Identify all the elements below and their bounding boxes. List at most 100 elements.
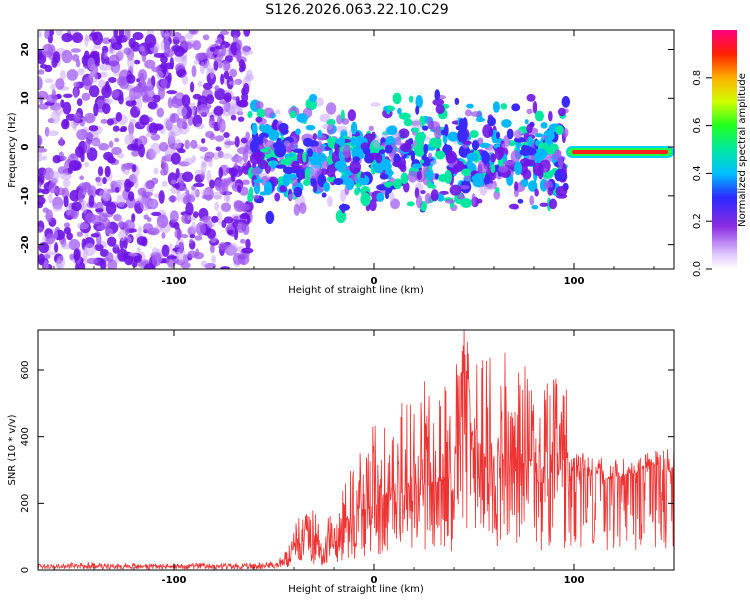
spectrogram-cell xyxy=(73,112,82,122)
spectrogram-cell xyxy=(495,131,501,140)
spectrogram-cell xyxy=(412,127,420,133)
spectrogram-cell xyxy=(368,125,374,131)
spectrogram-cell xyxy=(168,195,177,203)
spectrogram-cell xyxy=(161,244,170,257)
spectrogram-cell xyxy=(153,123,164,131)
spectrogram-cell xyxy=(220,122,226,130)
spectrogram-cell xyxy=(406,201,415,207)
spectrogram-cell xyxy=(71,201,82,212)
spectrogram-cell xyxy=(50,83,56,91)
spectrogram-cell xyxy=(555,185,568,197)
spectrogram-cell xyxy=(134,59,141,65)
spectrogram-cell xyxy=(197,104,210,116)
spectrogram-cell xyxy=(456,194,466,200)
spectrogram-cell xyxy=(482,124,493,139)
spectrogram-cell xyxy=(288,193,296,200)
x-tick-label: 100 xyxy=(564,575,585,586)
spectrogram-cell xyxy=(163,162,169,176)
spectrogram-cell xyxy=(209,133,216,141)
spectrogram-cell xyxy=(88,85,100,98)
spectrogram-cell xyxy=(427,116,432,130)
spectrogram-x-ticks: -100 0 100 xyxy=(53,30,655,287)
spectrogram-cell xyxy=(220,178,231,187)
spectrogram-cell xyxy=(190,191,201,196)
spectrogram-cell xyxy=(239,161,248,167)
spectrogram-cell xyxy=(252,194,260,200)
spectrogram-cell xyxy=(472,140,479,151)
spectrogram-cell xyxy=(220,73,225,85)
spectrogram-cell xyxy=(349,160,362,175)
spectrogram-cell xyxy=(445,150,458,164)
spectrogram-cell xyxy=(511,103,521,112)
spectrogram-cell xyxy=(45,251,57,256)
spectrogram-cell xyxy=(477,137,484,145)
spectrogram-cell xyxy=(116,152,125,159)
spectrogram-cell xyxy=(127,222,136,228)
spectrogram-cell xyxy=(502,160,515,166)
spectrogram-cell xyxy=(209,243,215,254)
spectrogram-cell xyxy=(108,140,114,148)
spectrogram-cell xyxy=(247,191,254,203)
spectrogram-cell xyxy=(427,152,433,160)
spectrogram-cell xyxy=(73,87,79,99)
spectrogram-cell xyxy=(75,59,81,68)
spectrogram-cell xyxy=(326,164,336,178)
y-tick-label: 400 xyxy=(20,427,31,446)
spectrogram-cell xyxy=(415,105,420,115)
spectrogram-cell xyxy=(304,167,311,182)
spectrogram-cell xyxy=(506,128,514,140)
spectrogram-cell xyxy=(321,123,334,130)
spectrogram-cell xyxy=(249,139,259,153)
y-tick-label: 0 xyxy=(20,567,31,573)
spectrogram-cell xyxy=(412,163,423,169)
spectrogram-cell xyxy=(79,175,84,181)
spectrogram-cell xyxy=(378,149,386,155)
spectrogram-cell xyxy=(134,197,141,204)
spectrogram-cell xyxy=(534,188,539,197)
spectrogram-cell xyxy=(88,125,99,132)
spectrogram-cell xyxy=(151,177,159,185)
spectrogram-cell xyxy=(65,204,72,216)
spectrogram-cell xyxy=(176,189,181,203)
spectrogram-cell xyxy=(160,78,168,88)
spectrogram-cell xyxy=(384,190,390,200)
spectrogram-cell xyxy=(38,155,44,162)
spectrogram-cell xyxy=(105,228,113,236)
spectrogram-cell xyxy=(539,202,549,207)
spectrogram-cell xyxy=(44,30,50,39)
spectrogram-cell xyxy=(136,247,141,253)
spectrogram-cell xyxy=(430,160,438,165)
spectrogram-cell xyxy=(449,184,462,196)
spectrogram-cell xyxy=(279,185,288,193)
spectrogram-cell xyxy=(117,221,125,228)
spectrogram-cell xyxy=(99,248,109,257)
spectrogram-cell xyxy=(228,167,239,177)
spectrogram-cell xyxy=(422,125,429,131)
spectrogram-cell xyxy=(223,131,230,138)
spectrogram-cell xyxy=(208,157,213,168)
spectrogram-cell xyxy=(191,155,197,163)
spectrogram-cell xyxy=(117,48,125,59)
spectrogram-cell xyxy=(253,179,264,184)
spectrogram-cell xyxy=(288,153,294,158)
spectrogram-cell xyxy=(216,210,222,225)
spectrogram-cell xyxy=(194,169,205,175)
spectrogram-cell xyxy=(477,165,488,174)
spectrogram-cell xyxy=(224,92,232,103)
spectrogram-cell xyxy=(74,145,85,158)
spectrogram-cell xyxy=(124,30,131,41)
snr-y-axis-label: SNR (10 * v/v) xyxy=(7,414,18,485)
spectrogram-frame xyxy=(37,29,675,270)
spectrogram-cell xyxy=(148,150,157,160)
spectrogram-cell xyxy=(103,96,110,103)
spectrogram-cell xyxy=(561,96,571,108)
spectrogram-cell xyxy=(111,89,120,99)
spectrogram-cell xyxy=(76,98,83,106)
spectrogram-cell xyxy=(191,185,196,191)
spectrogram-cell xyxy=(239,238,246,244)
spectrogram-cell xyxy=(237,203,250,212)
spectrogram-cell xyxy=(531,204,539,210)
spectrogram-cell xyxy=(144,59,156,69)
spectrogram-cell xyxy=(211,215,219,223)
spectrogram-cell xyxy=(87,57,96,71)
